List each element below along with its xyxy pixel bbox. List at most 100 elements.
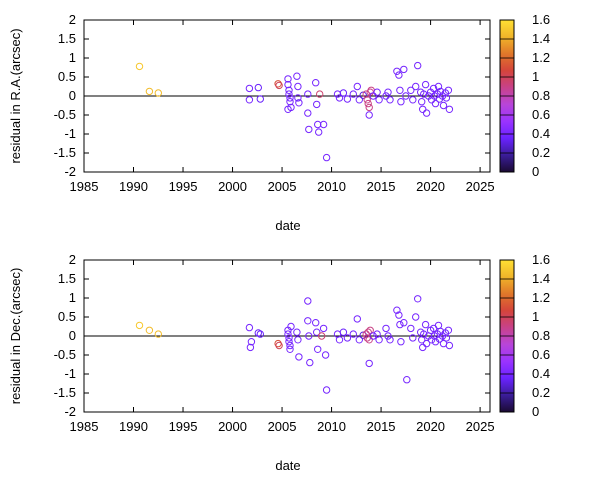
dec-data-point [445,341,454,350]
dec-y-tick-label: 0.5 [58,309,76,324]
ra-colorbar-tick-label: 1 [532,69,539,84]
dec-x-tick-label: 1990 [119,419,148,434]
ra-y-axis-label: residual in R.A.(arcsec) [8,28,23,163]
ra-colorbar-tick-label: 0.2 [532,145,550,160]
ra-data-point [304,109,312,117]
dec-x-tick-label: 2015 [367,419,396,434]
dec-points [135,295,454,394]
dec-data-point [375,336,383,344]
dec-colorbar: 0 0.2 0.4 0.6 0.8 1 1.2 1.4 1.6 [499,252,550,419]
dec-data-point [444,326,453,334]
ra-data-point [349,90,357,98]
ra-data-point [285,90,293,98]
dec-data-point [362,330,370,338]
ra-data-point [339,89,348,97]
ra-data-point [305,125,313,134]
ra-data-point [397,98,405,106]
dec-data-point [400,319,408,327]
ra-data-point [421,80,430,89]
dec-x-tick-label: 2025 [466,419,495,434]
dec-data-point [284,330,292,338]
dec-x-tick-label: 2020 [416,419,445,434]
ra-data-point [395,71,403,79]
dec-data-point [442,334,451,342]
dec-data-point [393,306,401,314]
dec-y-tick-label: -1.5 [54,385,76,400]
ra-data-point [135,62,144,71]
ra-data-point [375,96,383,104]
dec-x-tick-label: 2005 [268,419,297,434]
dec-data-point [293,328,301,336]
dec-data-point [322,386,331,394]
ra-colorbar-tick-label: 1.6 [532,12,550,27]
dec-y-tick-label: 0 [69,328,76,343]
dec-data-point [397,338,405,346]
dec-y-axis-label: residual in Dec.(arcsec) [8,268,23,405]
ra-data-point [363,96,371,104]
ra-data-point [365,111,373,119]
ra-data-point [322,153,331,162]
ra-y-tick-label: 1.5 [58,31,76,46]
dec-colorbar-tick-label: 1.6 [532,252,550,267]
ra-data-point [343,95,352,103]
dec-data-point [285,334,293,342]
dec-data-point [275,341,283,350]
dec-colorbar-tick-label: 1 [532,309,539,324]
dec-data-point [353,315,361,323]
ra-data-point [436,87,445,96]
dec-y-tick-label: 2 [69,252,76,267]
dec-colorbar-tick-label: 0.8 [532,328,550,343]
dec-data-point [154,330,163,338]
ra-y-tick-label: 0 [69,88,76,103]
dec-colorbar-tick-label: 0.2 [532,385,550,400]
dec-data-point [306,358,314,367]
ra-data-point [393,67,401,76]
ra-colorbar-frame [499,19,515,173]
dec-colorbar-tick-label: 0.4 [532,366,550,381]
ra-data-point [154,89,163,97]
ra-data-point [407,86,415,95]
dec-data-point [365,336,373,344]
ra-data-point [373,88,381,96]
ra-data-point [295,99,303,107]
ra-data-point [382,92,390,100]
dec-data-point [434,321,443,330]
ra-data-point [402,92,410,100]
dec-data-point [304,317,312,325]
dec-data-point [335,336,344,344]
dec-data-point [318,332,326,340]
dec-data-point [420,330,428,338]
ra-data-point [445,105,454,114]
dec-data-point [382,324,390,333]
ra-data-point [414,61,422,70]
ra-y-tick-label: 1 [69,50,76,65]
ra-data-point [353,82,361,91]
dec-data-point [386,336,394,344]
ra-x-axis-label: date [275,218,300,233]
ra-data-point [364,99,372,108]
dec-x-tick-label: 1985 [70,419,99,434]
dec-data-point [414,295,422,303]
ra-data-point [284,75,292,83]
dec-data-point [285,338,293,346]
dec-data-point [305,332,313,340]
dec-data-point [366,326,374,334]
dec-data-point [369,332,377,340]
ra-data-point [431,99,440,108]
ra-x-tick-label: 2015 [367,179,396,194]
ra-residual-panel: 2 1.5 1 0.5 0 -0.5 -1 -1.5 -2 1985 1990 1995 2000 20… [8,12,550,233]
dec-y-tick-label: -2 [64,404,76,419]
dec-data-point [145,326,154,334]
ra-data-point [294,82,302,91]
ra-data-point [434,82,443,91]
ra-colorbar-tick-label: 0.6 [532,107,550,122]
ra-x-tick-label: 1985 [70,179,99,194]
dec-data-point [419,343,427,352]
dec-data-point [287,322,295,331]
ra-y-tick-label: -0.5 [54,107,76,122]
ra-data-point [420,90,428,98]
ra-data-point [429,84,438,93]
ra-data-point [275,81,283,90]
dec-data-point [384,332,392,340]
